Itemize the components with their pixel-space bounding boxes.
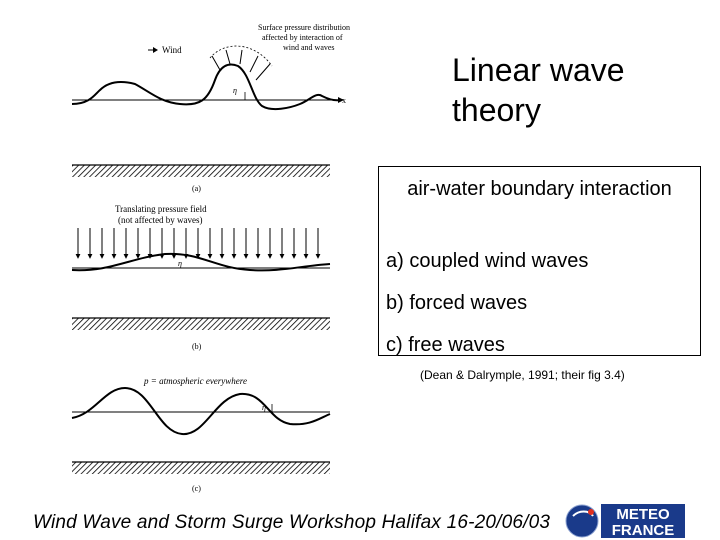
panel-a-annotation-line2: affected by interaction of xyxy=(262,33,343,42)
panel-a-x-arrow xyxy=(338,97,344,103)
meteo-france-logo: METEO FRANCE xyxy=(565,504,685,539)
panel-c-caption: (c) xyxy=(192,484,201,493)
panel-b-seabed xyxy=(72,318,330,330)
panel-a-eta-label: η xyxy=(233,86,237,95)
panel-c: p = atmospheric everywhere η (c) xyxy=(71,376,331,493)
logo-text-line1: METEO xyxy=(616,506,670,523)
panel-a-annotation-line1: Surface pressure distribution xyxy=(258,23,350,32)
panel-b: Translating pressure field (not affected… xyxy=(71,204,331,351)
footer-text: Wind Wave and Storm Surge Workshop Halif… xyxy=(33,512,551,533)
panel-c-seabed xyxy=(72,462,330,474)
panel-a-pressure-envelope xyxy=(209,45,273,67)
panel-c-wave-profile xyxy=(71,386,331,436)
panel-c-eta-label: η xyxy=(262,403,266,412)
wave-interaction-figure: Surface pressure distribution affected b… xyxy=(71,23,350,493)
panel-c-annotation: p = atmospheric everywhere xyxy=(143,376,247,386)
panel-a-x-label: x xyxy=(342,96,346,105)
panel-a-caption: (a) xyxy=(192,184,201,193)
panel-b-annotation-line1: Translating pressure field xyxy=(115,204,207,214)
wind-label: Wind xyxy=(162,45,182,55)
slide-title: Linear wave theory xyxy=(452,52,625,128)
box-heading: air-water boundary interaction xyxy=(407,178,672,200)
box-item-coupled: a) coupled wind waves xyxy=(386,250,589,272)
box-item-forced: b) forced waves xyxy=(386,292,528,314)
panel-a-annotation-line3: wind and waves xyxy=(283,43,335,52)
logo-accent xyxy=(588,509,594,515)
panel-b-wave-profile xyxy=(71,252,331,272)
citation: (Dean & Dalrymple, 1991; their fig 3.4) xyxy=(420,368,625,382)
panel-a-seabed xyxy=(72,165,330,177)
panel-b-pressure-arrows xyxy=(75,228,321,259)
interaction-box: air-water boundary interaction a) couple… xyxy=(378,166,701,356)
panel-b-caption: (b) xyxy=(192,342,202,351)
panel-a-pressure-arrows xyxy=(211,49,271,81)
box-item-free: c) free waves xyxy=(386,334,505,356)
panel-b-eta-label: η xyxy=(178,259,182,268)
panel-b-annotation-line2: (not affected by waves) xyxy=(118,215,203,225)
panel-a: Surface pressure distribution affected b… xyxy=(71,23,350,193)
panel-a-wave-profile xyxy=(71,63,341,111)
logo-text-line2: FRANCE xyxy=(612,522,675,539)
wind-arrowhead xyxy=(153,47,158,53)
